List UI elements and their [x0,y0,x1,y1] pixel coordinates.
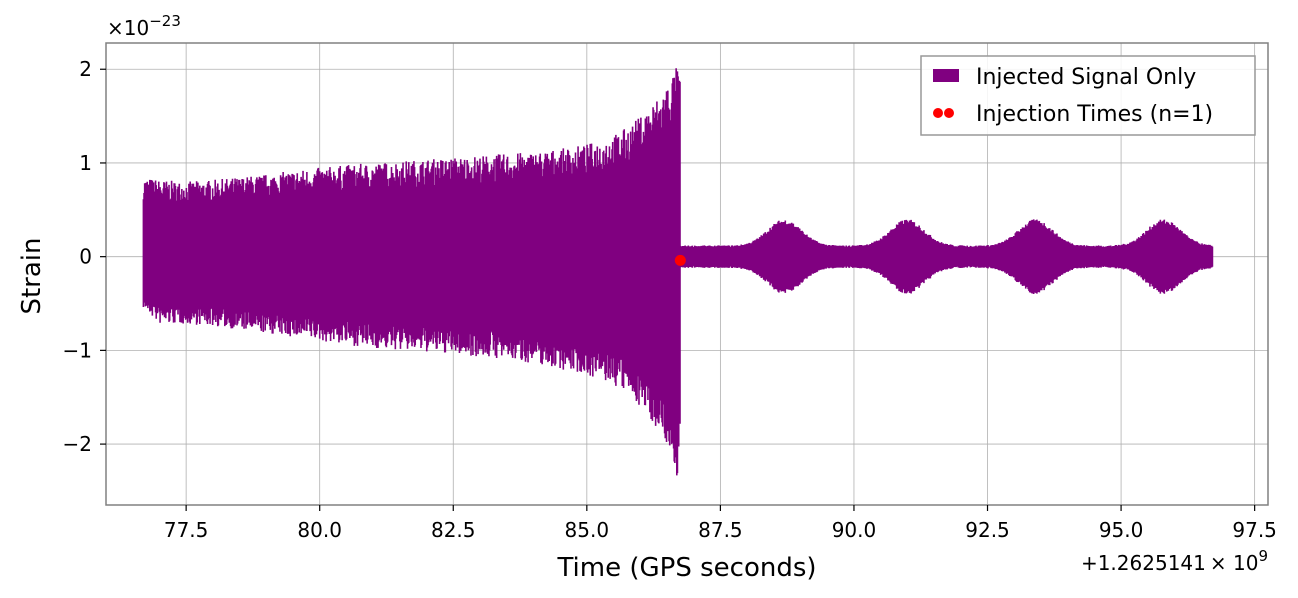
y-tick-label: 0 [79,245,92,269]
y-tick-label: 2 [79,57,92,81]
signal-band-strokes [142,68,681,476]
x-offset-base: × 10 [1210,551,1259,575]
x-tick-label: 77.5 [164,518,209,542]
plot-frame [105,42,1269,506]
y-scale-factor: ×10−23 [107,12,181,40]
x-offset-exp: 9 [1258,547,1268,565]
legend: Injected Signal Only Injection Times (n=… [920,55,1256,136]
y-tick-label: −2 [63,432,92,456]
x-axis-label: Time (GPS seconds) [556,553,816,583]
x-tick-label: 85.0 [565,518,610,542]
data-layer [142,68,1214,476]
x-tick-label: 90.0 [832,518,877,542]
legend-marker-injection-a [933,108,943,118]
x-tick-label: 80.0 [297,518,342,542]
y-scale-exp: −23 [149,12,181,30]
x-tick-label: 97.5 [1232,518,1277,542]
x-tick-label: 82.5 [431,518,476,542]
injection-point [674,254,686,266]
legend-label-injection: Injection Times (n=1) [976,102,1213,127]
legend-label-signal: Injected Signal Only [976,65,1196,90]
tick-marks [100,68,1256,511]
legend-marker-injection-b [944,108,954,118]
x-tick-label: 92.5 [965,518,1010,542]
x-tick-label: 95.0 [1099,518,1144,542]
x-offset-value: +1.2625141 [1081,551,1206,575]
legend-swatch-signal [933,69,959,82]
x-offset-factor: +1.2625141 × 109 [1081,547,1268,575]
y-tick-label: −1 [63,338,92,362]
y-tick-label: 1 [79,151,92,175]
y-axis-label: Strain [17,237,47,314]
y-scale-base: ×10 [107,16,149,40]
legend-box [920,55,1256,136]
x-tick-label: 87.5 [698,518,743,542]
